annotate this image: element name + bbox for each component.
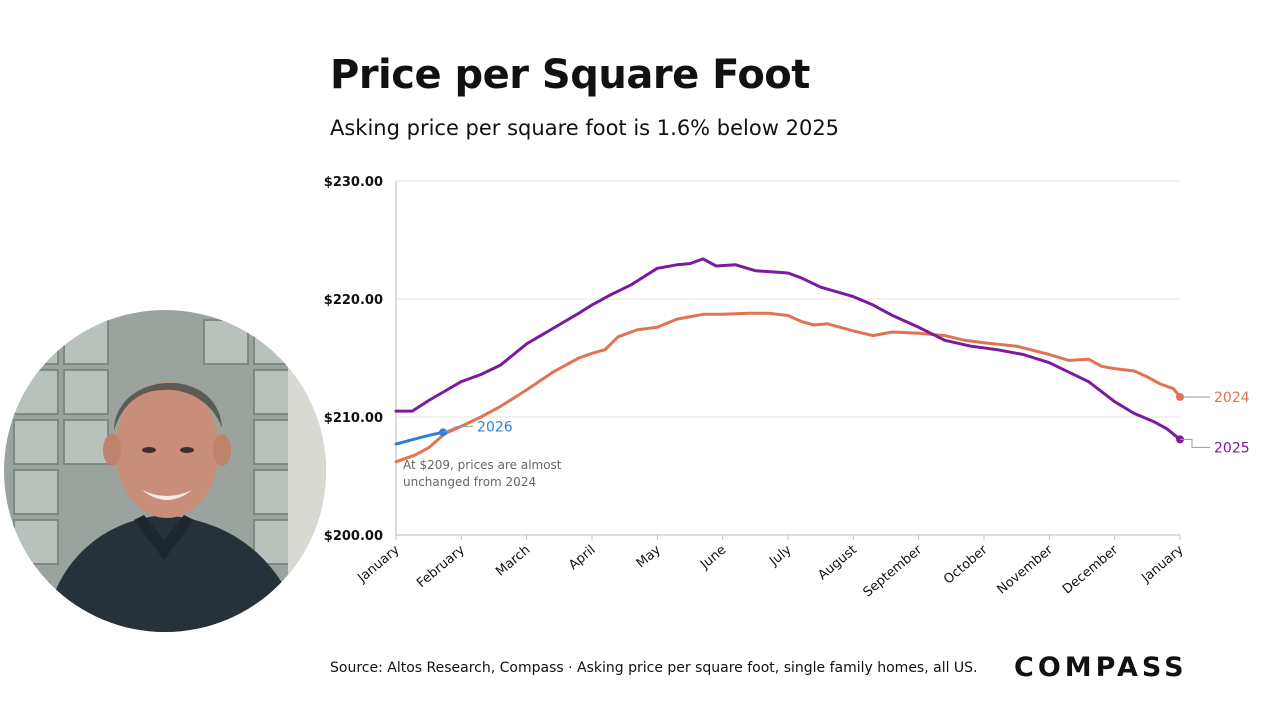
series-line-2025 (394, 257, 1182, 441)
y-tick-label: $230.00 (324, 175, 383, 190)
y-tick-label: $220.00 (324, 293, 383, 308)
y-tick-label: $200.00 (324, 529, 383, 544)
x-tick-label: August (815, 543, 859, 584)
x-tick-label: October (941, 542, 991, 587)
x-tick-label: February (414, 542, 468, 591)
x-tick-label: May (634, 542, 664, 571)
series-label-2026: 2026 (477, 419, 513, 435)
annotation-line-2: unchanged from 2024 (403, 475, 536, 489)
presenter-video-avatar (4, 310, 326, 632)
source-note: Source: Altos Research, Compass · Asking… (330, 660, 978, 676)
series-label-2025: 2025 (1214, 440, 1250, 456)
chart-title: Price per Square Foot (330, 52, 810, 98)
x-tick-label: December (1060, 542, 1122, 597)
series-line-2026 (394, 430, 445, 446)
leader-line-2025 (1180, 438, 1210, 448)
x-tick-label: January (354, 542, 402, 586)
x-tick-label: September (861, 542, 926, 600)
x-tick-label: April (566, 543, 598, 574)
x-tick-label: January (1138, 542, 1186, 586)
annotation-line-1: At $209, prices are almost (403, 458, 562, 472)
leader-line-2026 (442, 425, 474, 433)
x-tick-label: June (697, 543, 729, 573)
series-label-2024: 2024 (1214, 390, 1250, 406)
y-tick-label: $210.00 (324, 411, 383, 426)
chart-subtitle: Asking price per square foot is 1.6% bel… (330, 116, 840, 140)
series-line-2024 (394, 311, 1182, 464)
compass-logo: COMPASS (1014, 652, 1188, 683)
x-tick-label: November (994, 542, 1056, 597)
x-tick-label: July (766, 542, 795, 569)
x-tick-label: March (493, 543, 533, 580)
